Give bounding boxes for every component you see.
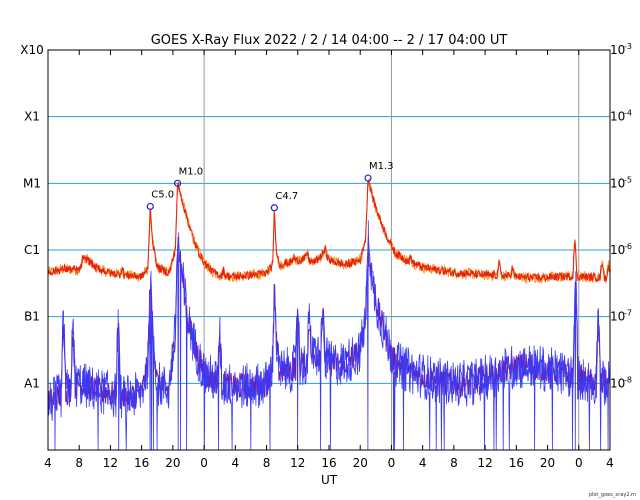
x-tick-label: 12 bbox=[103, 456, 118, 470]
flare-marker bbox=[173, 179, 182, 187]
x-tick-label: 8 bbox=[263, 456, 271, 470]
y-flux-exponent: -7 bbox=[624, 309, 632, 318]
y-flux-label: 10 bbox=[610, 243, 625, 257]
y-flux-label: 10 bbox=[610, 310, 625, 324]
y-flux-exponent: -8 bbox=[624, 375, 632, 384]
y-class-label: X10 bbox=[20, 43, 44, 57]
x-tick-label: 4 bbox=[419, 456, 427, 470]
y-axis-flux-labels: 10-310-410-510-610-710-8 bbox=[610, 42, 632, 390]
x-tick-label: 16 bbox=[509, 456, 524, 470]
y-flux-label: 10 bbox=[610, 376, 625, 390]
x-tick-label: 20 bbox=[540, 456, 555, 470]
x-tick-label: 8 bbox=[75, 456, 83, 470]
x-tick-label: 4 bbox=[232, 456, 240, 470]
chart-title: GOES X-Ray Flux 2022 / 2 / 14 04:00 -- 2… bbox=[151, 33, 508, 48]
x-tick-label: 0 bbox=[575, 456, 583, 470]
x-tick-label: 4 bbox=[606, 456, 614, 470]
flare-marker bbox=[146, 202, 154, 211]
x-tick-label: 16 bbox=[321, 456, 336, 470]
x-axis-label: UT bbox=[321, 473, 338, 487]
y-class-label: A1 bbox=[24, 376, 40, 390]
series-short-purple-line bbox=[47, 235, 610, 416]
flare-annotations: C5.0 M1.0 C4.7 M1.3 bbox=[146, 161, 394, 212]
x-tick-label: 8 bbox=[450, 456, 458, 470]
y-class-label: M1 bbox=[23, 176, 41, 190]
x-tick-label: 4 bbox=[44, 456, 52, 470]
x-axis-ticks: 4 8 12 16 20 0 4 8 12 16 20 0 4 8 12 16 20 0 4 bbox=[44, 50, 614, 470]
series-long-orange-line bbox=[47, 178, 610, 284]
x-tick-label: 16 bbox=[134, 456, 149, 470]
credit-text: plot_goes_xray2.m bbox=[589, 492, 636, 498]
y-flux-exponent: -5 bbox=[624, 175, 632, 184]
y-flux-label: 10 bbox=[610, 176, 625, 190]
y-flux-exponent: -3 bbox=[624, 42, 632, 51]
flare-label: C4.7 bbox=[275, 191, 298, 202]
x-tick-label: 20 bbox=[165, 456, 180, 470]
x-tick-label: 12 bbox=[290, 456, 305, 470]
flare-marker bbox=[270, 204, 278, 212]
flare-marker bbox=[364, 174, 372, 182]
y-flux-exponent: -6 bbox=[624, 242, 632, 251]
flare-label: M1.0 bbox=[179, 166, 204, 177]
y-class-label: C1 bbox=[24, 243, 40, 257]
y-class-label: X1 bbox=[24, 110, 40, 124]
flare-label: C5.0 bbox=[151, 189, 174, 200]
y-flux-label: 10 bbox=[610, 110, 625, 124]
x-tick-label: 0 bbox=[388, 456, 396, 470]
series-short-line bbox=[47, 220, 610, 451]
y-flux-exponent: -4 bbox=[624, 109, 632, 118]
x-tick-label: 12 bbox=[477, 456, 492, 470]
series-group bbox=[47, 178, 610, 451]
series-long-line bbox=[47, 179, 610, 283]
grid-lines bbox=[48, 50, 610, 450]
flare-label: M1.3 bbox=[369, 161, 394, 172]
y-axis-class-labels: X10 X1 M1 C1 B1 A1 bbox=[20, 43, 44, 390]
y-class-label: B1 bbox=[24, 310, 40, 324]
x-tick-label: 0 bbox=[200, 456, 208, 470]
y-flux-label: 10 bbox=[610, 43, 625, 57]
x-tick-label: 20 bbox=[353, 456, 368, 470]
